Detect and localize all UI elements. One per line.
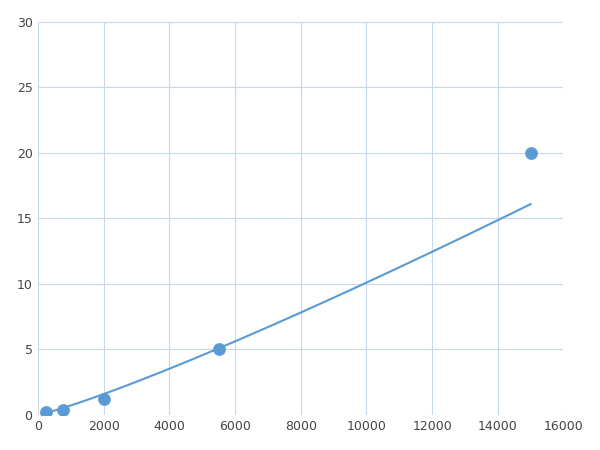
Point	[41, 409, 51, 416]
Point	[526, 149, 535, 156]
Point	[58, 406, 68, 413]
Point	[99, 396, 109, 403]
Point	[214, 346, 223, 353]
